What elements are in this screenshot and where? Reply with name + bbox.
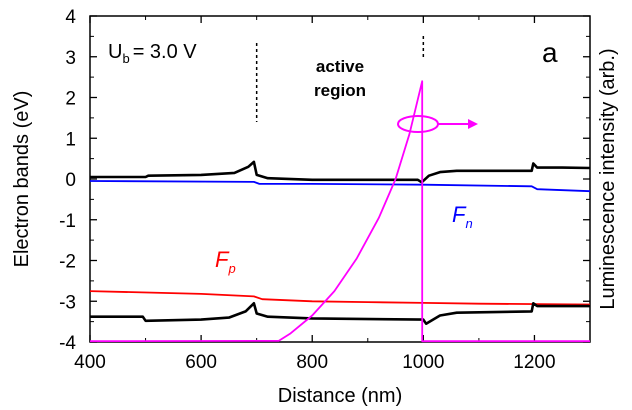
- y-tick-label: 4: [65, 7, 76, 28]
- fp-label: Fp: [215, 247, 236, 276]
- voltage-annotation: Ub = 3.0 V: [108, 41, 197, 66]
- y-tick-label: 2: [65, 89, 76, 110]
- panel-label: a: [542, 37, 558, 68]
- active-region-label-line2: region: [314, 81, 366, 100]
- series-line-1: [90, 160, 591, 184]
- x-tick-label: 800: [296, 352, 328, 373]
- right-axis-arrow-head: [468, 119, 478, 129]
- x-tick-label: 600: [185, 352, 217, 373]
- y2-axis-title: Luminescence intensity (arb.): [597, 48, 619, 309]
- y-tick-label: 0: [65, 170, 76, 191]
- x-axis-title: Distance (nm): [278, 385, 402, 407]
- y-tick-label: 3: [65, 48, 76, 69]
- luminescence-curve-marker: [397, 115, 439, 133]
- y-tick-label: -2: [59, 252, 76, 273]
- series-line-3: [89, 290, 591, 306]
- x-tick-label: 1000: [402, 352, 444, 373]
- y-axis-title: Electron bands (eV): [11, 91, 33, 268]
- series-line-5: [89, 80, 590, 343]
- series-line-4: [90, 302, 590, 325]
- x-tick-label: 400: [74, 352, 106, 373]
- y-tick-label: -1: [59, 211, 76, 232]
- y-tick-label: -4: [59, 333, 76, 354]
- y-tick-label: -3: [59, 292, 76, 313]
- series-line-2: [89, 180, 591, 193]
- fn-label: Fn: [452, 202, 473, 231]
- active-region-label-line1: active: [316, 57, 364, 76]
- series-layer: [89, 80, 591, 343]
- x-tick-label: 1200: [513, 352, 555, 373]
- y-tick-label: 1: [65, 129, 76, 150]
